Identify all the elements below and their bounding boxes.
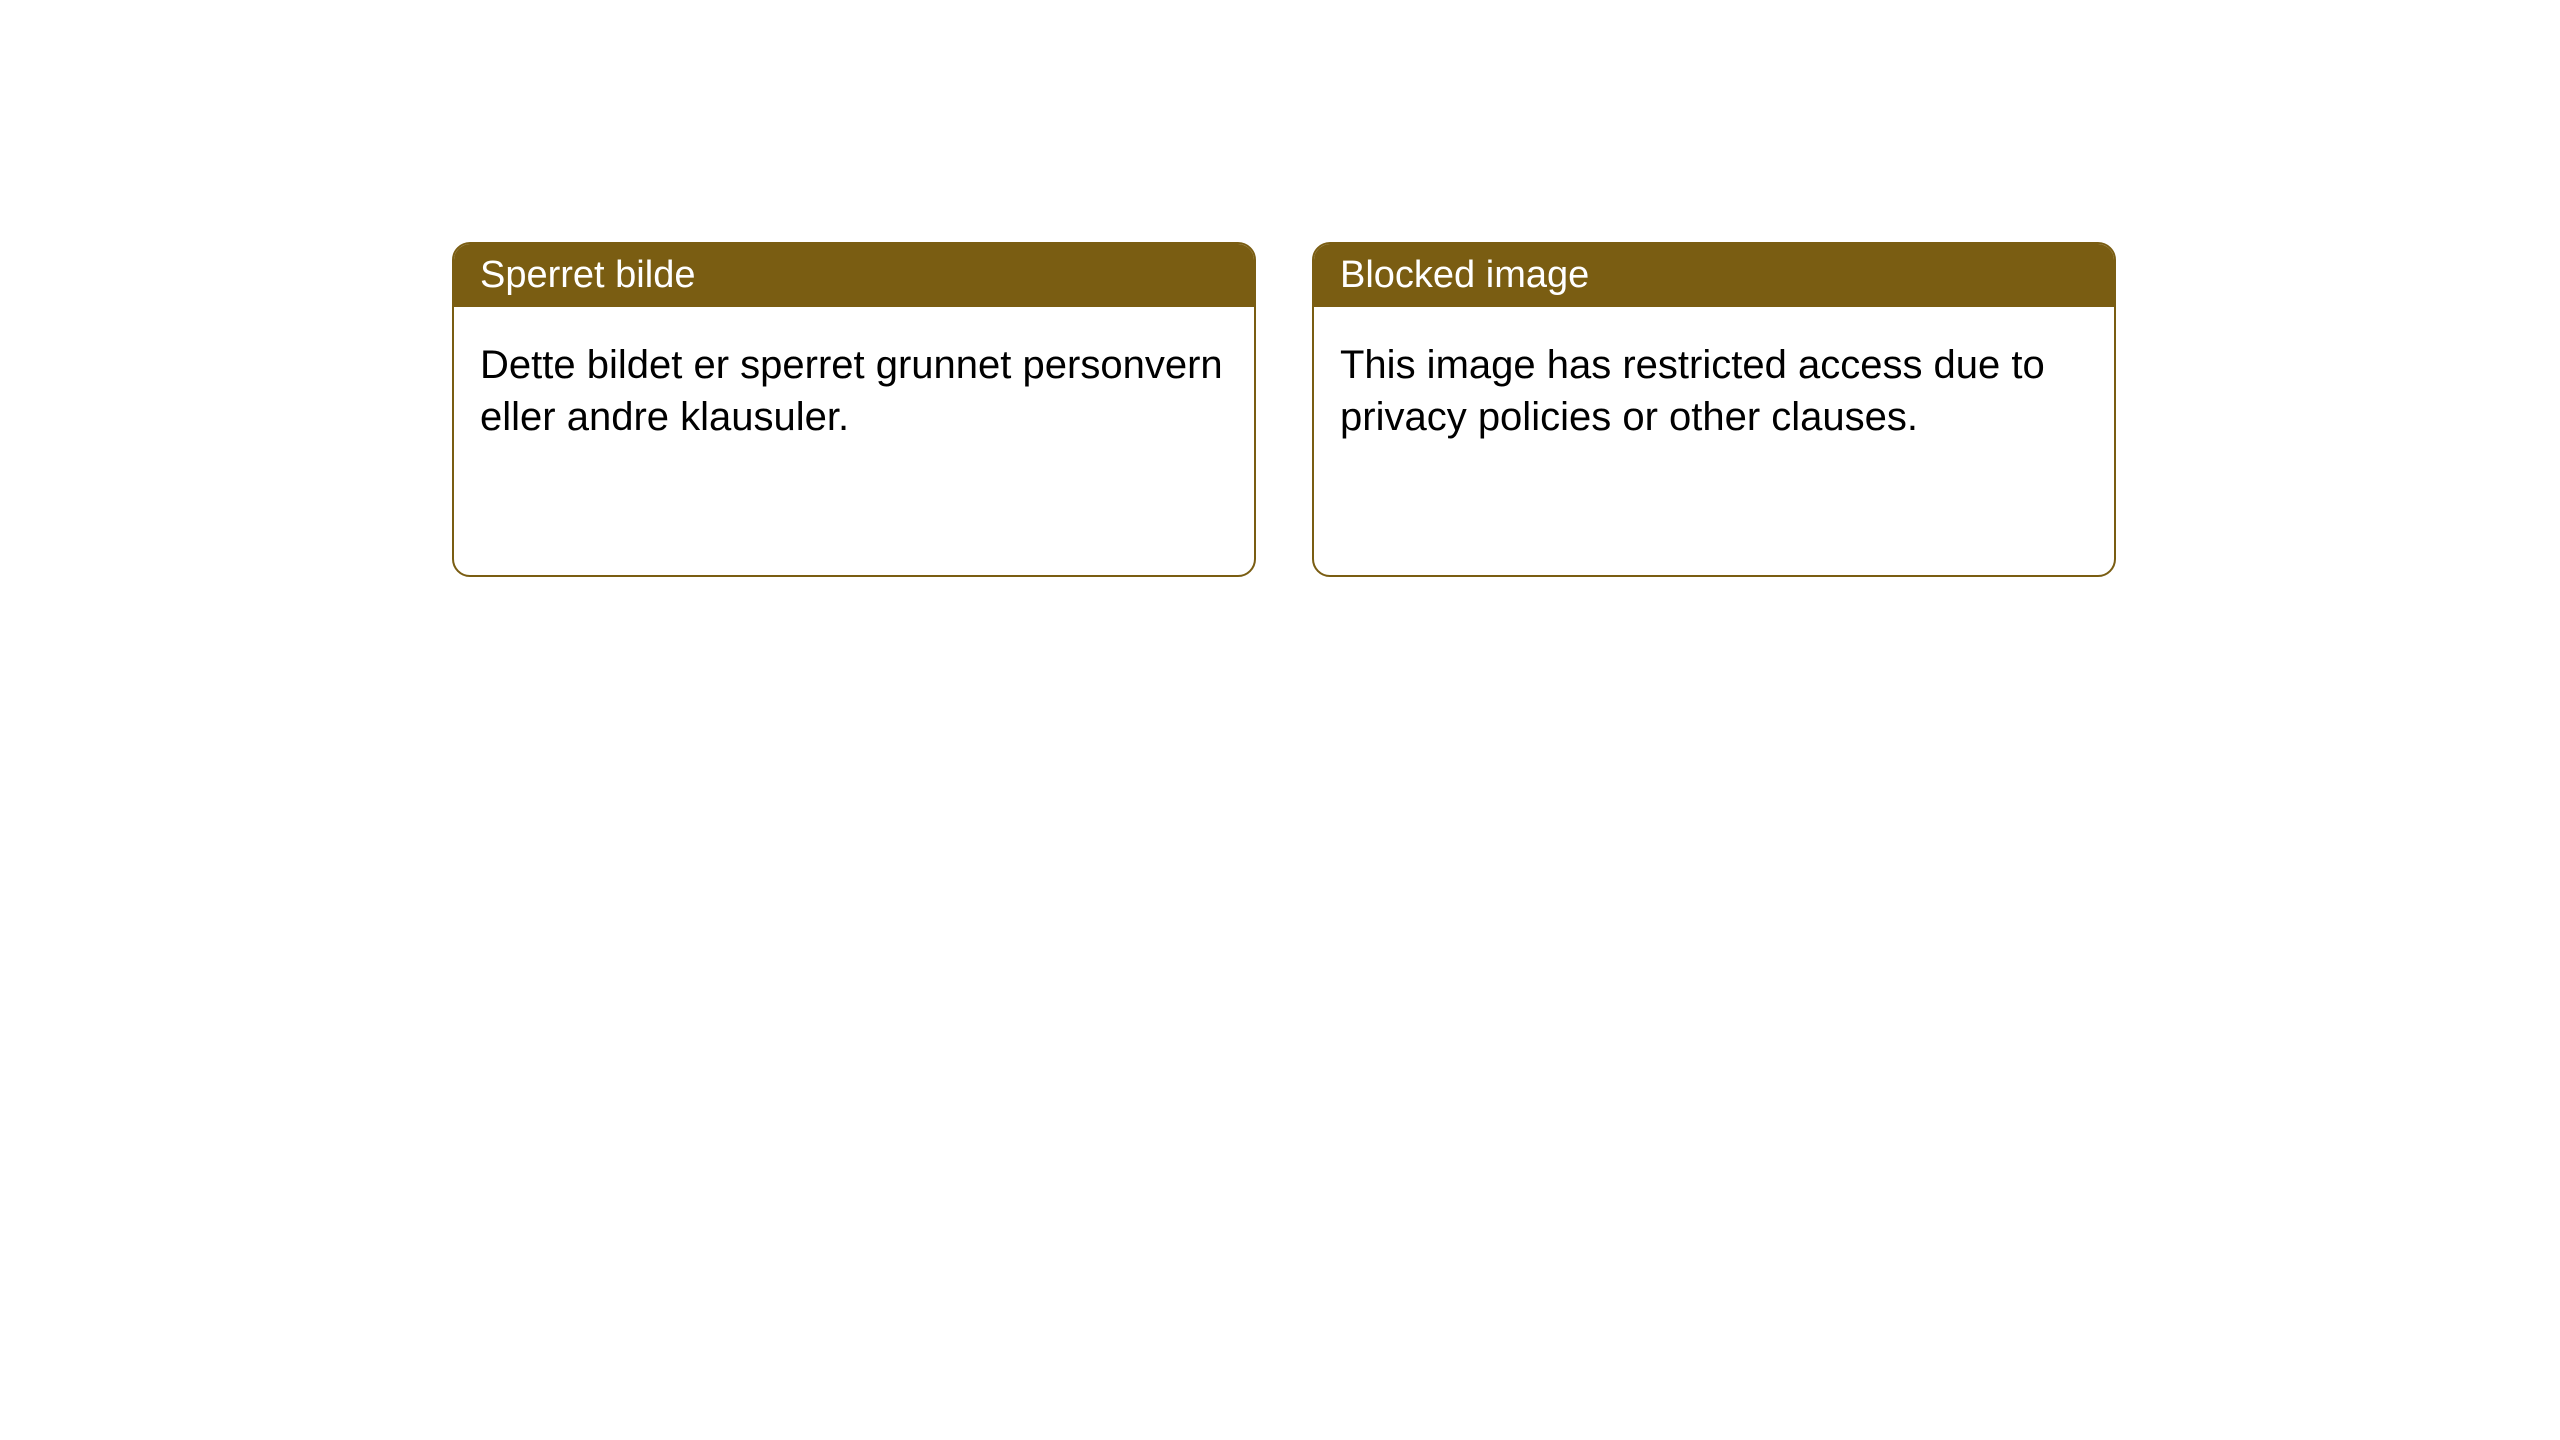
notice-card-english: Blocked image This image has restricted … [1312,242,2116,577]
card-title: Sperret bilde [480,254,695,296]
card-body-text: Dette bildet er sperret grunnet personve… [480,343,1223,439]
card-title: Blocked image [1340,254,1589,296]
card-body: This image has restricted access due to … [1314,307,2114,475]
card-header: Blocked image [1314,244,2114,307]
notice-container: Sperret bilde Dette bildet er sperret gr… [0,0,2560,577]
card-body: Dette bildet er sperret grunnet personve… [454,307,1254,475]
notice-card-norwegian: Sperret bilde Dette bildet er sperret gr… [452,242,1256,577]
card-body-text: This image has restricted access due to … [1340,343,2045,439]
card-header: Sperret bilde [454,244,1254,307]
